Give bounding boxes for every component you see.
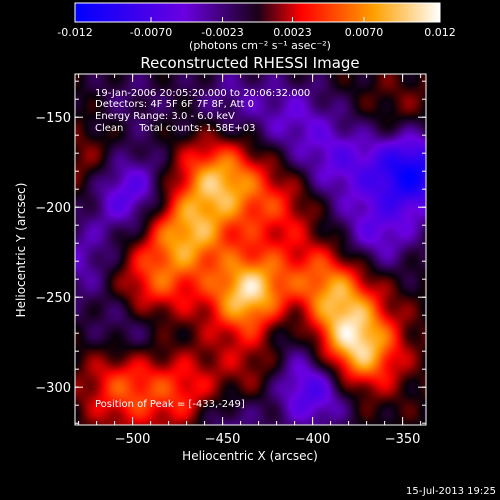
chart-title: Reconstructed RHESSI Image (140, 54, 359, 72)
annotation-detectors: Detectors: 4F 5F 6F 7F 8F, Att 0 (95, 99, 254, 110)
x-tick-label: −450 (205, 432, 241, 447)
plot-frame (74, 73, 427, 426)
annotation-time-range: 19-Jan-2006 20:05:20.000 to 20:06:32.000 (95, 88, 310, 99)
colorbar-tick-label: -0.0023 (201, 26, 243, 39)
colorbar-tick-label: -0.012 (57, 26, 92, 39)
y-tick-label: −200 (35, 201, 71, 216)
y-tick-label: −150 (35, 111, 71, 126)
image-area (75, 74, 426, 425)
annotation-peak-position: Position of Peak = [-433,-249] (95, 399, 245, 410)
heatmap-canvas (75, 74, 426, 425)
y-tick-label: −300 (35, 381, 71, 396)
y-axis-label: Heliocentric Y (arcsec) (14, 183, 28, 318)
axes: −500 −450 −400 −350 −150 −200 −250 −300 (35, 74, 426, 447)
colorbar-units-label: (photons cm⁻² s⁻¹ asec⁻²) (189, 39, 331, 52)
colorbar-ticks: -0.012 -0.0070 -0.0023 0.0023 0.0070 0.012 (57, 17, 456, 39)
colorbar (74, 2, 441, 23)
x-tick-label: −400 (295, 432, 331, 447)
annotation-energy-range: Energy Range: 3.0 - 6.0 keV (95, 111, 235, 122)
colorbar-tick-label: -0.0070 (130, 26, 172, 39)
colorbar-tick-label: 0.0070 (345, 26, 384, 39)
colorbar-tick-label: 0.0023 (273, 26, 312, 39)
x-tick-label: −350 (385, 432, 421, 447)
colorbar-tick-label: 0.012 (424, 26, 456, 39)
x-tick-label: −500 (115, 432, 151, 447)
x-axis-label: Heliocentric X (arcsec) (182, 449, 318, 463)
annotation-clean-counts: Clean Total counts: 1.58E+03 (95, 123, 255, 134)
footer-date: 15-Jul-2013 19:25 (406, 486, 496, 497)
annotations: 19-Jan-2006 20:05:20.000 to 20:06:32.000… (95, 88, 310, 410)
y-tick-label: −250 (35, 291, 71, 306)
